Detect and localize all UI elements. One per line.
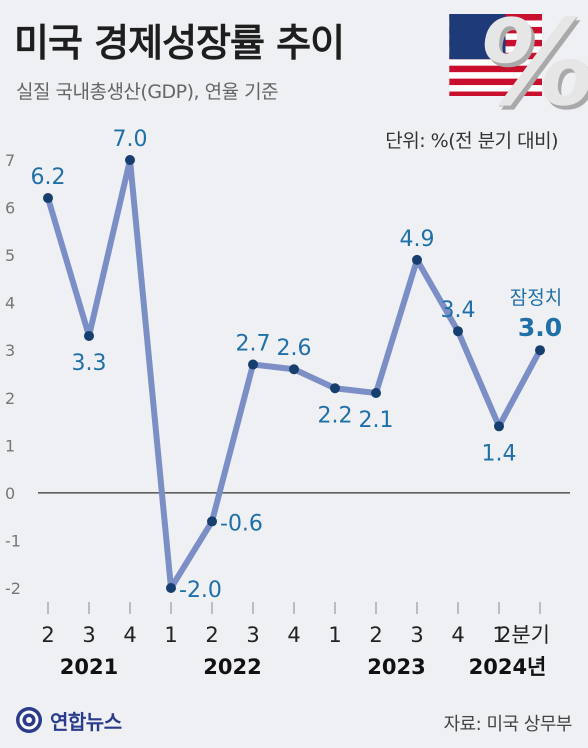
unit-note: 단위: %(전 분기 대비) <box>385 130 558 152</box>
data-label: 3.3 <box>72 351 107 376</box>
x-tick-label: 1 <box>328 623 341 647</box>
data-label: 2.6 <box>277 336 312 361</box>
page-title: 미국 경제성장률 추이 <box>14 21 345 65</box>
y-tick-label: -2 <box>5 579 21 598</box>
data-label: -2.0 <box>179 578 222 603</box>
data-point <box>494 421 504 432</box>
data-point <box>248 359 258 370</box>
data-label: -0.6 <box>220 511 263 536</box>
data-point <box>535 345 545 356</box>
year-label: 2024년 <box>469 655 547 679</box>
y-tick-label: 7 <box>5 151 15 170</box>
x-tick-label: 2 <box>205 623 218 647</box>
data-point <box>43 193 53 204</box>
yonhap-logo-icon <box>16 707 42 733</box>
y-tick-label: 4 <box>5 294 15 313</box>
data-point <box>84 330 94 341</box>
data-label: 2.1 <box>359 408 394 433</box>
y-tick-label: -1 <box>5 531 21 550</box>
yonhap-logo: 연합뉴스 <box>14 705 122 735</box>
data-point <box>330 383 340 394</box>
line-chart: -2 -1 0 1 2 3 4 5 6 7 6.2 3.3 7.0 -2.0 -0.6 2.7 2.6 2.2 2.… <box>5 127 570 679</box>
x-tick-label: 2분기 <box>498 623 550 647</box>
data-label: 6.2 <box>31 165 66 190</box>
y-tick-label: 6 <box>5 199 15 218</box>
data-point <box>453 326 463 337</box>
x-tick-label: 4 <box>123 623 136 647</box>
data-point <box>125 155 135 165</box>
page-subtitle: 실질 국내총생산(GDP), 연율 기준 <box>16 81 279 103</box>
x-tick-label: 3 <box>246 623 259 647</box>
data-point <box>166 583 176 593</box>
data-point <box>412 254 422 265</box>
data-label: 7.0 <box>113 127 148 152</box>
us-flag-icon <box>449 14 542 96</box>
data-point <box>289 364 299 375</box>
data-label: 2.7 <box>236 331 271 356</box>
year-label: 2022 <box>203 655 261 679</box>
x-tick-label: 1 <box>164 623 177 647</box>
y-tick-label: 2 <box>5 389 15 408</box>
annotation-label: 잠정치 <box>510 287 562 309</box>
x-tick-label: 3 <box>82 623 95 647</box>
y-tick-label: 3 <box>5 341 15 360</box>
source-note: 자료: 미국 상무부 <box>443 714 573 735</box>
x-tick-label: 2 <box>41 623 54 647</box>
x-tick-label: 4 <box>287 623 300 647</box>
data-label: 2.2 <box>318 403 353 428</box>
data-label: 3.0 <box>518 313 562 342</box>
logo-text: 연합뉴스 <box>50 709 122 734</box>
data-point <box>371 388 381 399</box>
data-label: 4.9 <box>400 227 435 252</box>
year-label: 2023 <box>367 655 425 679</box>
x-tick-label: 3 <box>410 623 423 647</box>
y-tick-label: 0 <box>5 484 15 503</box>
x-tick-label: 4 <box>451 623 464 647</box>
y-tick-label: 1 <box>5 436 15 455</box>
data-point <box>207 516 217 527</box>
data-label: 3.4 <box>441 298 476 323</box>
data-label: 1.4 <box>482 441 517 466</box>
year-label: 2021 <box>60 655 118 679</box>
x-tick-label: 2 <box>369 623 382 647</box>
x-tick-label: 1 <box>492 623 505 647</box>
y-tick-label: 5 <box>5 246 15 265</box>
